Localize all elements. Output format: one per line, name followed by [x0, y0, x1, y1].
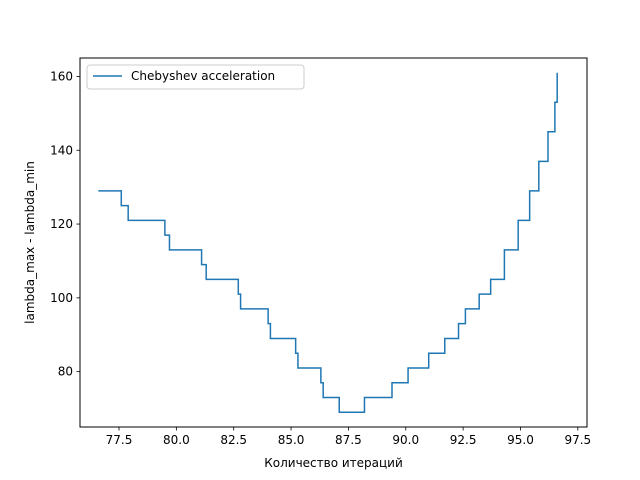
y-tick-label: 120 [50, 217, 73, 231]
y-tick-label: 80 [58, 365, 73, 379]
x-axis-label: Количество итераций [264, 456, 403, 470]
x-tick-label: 95.0 [507, 433, 534, 447]
x-tick-label: 97.5 [564, 433, 591, 447]
x-tick-label: 90.0 [392, 433, 419, 447]
x-tick-label: 87.5 [335, 433, 362, 447]
legend-label-chebyshev: Chebyshev acceleration [131, 69, 275, 83]
x-tick-label: 80.0 [163, 433, 190, 447]
series-line-0 [98, 72, 558, 413]
plot-area [98, 72, 558, 413]
x-tick-label: 82.5 [220, 433, 247, 447]
legend-box [86, 64, 305, 90]
x-tick-label: 92.5 [450, 433, 477, 447]
axis-ticks: 77.5 80.0 82.5 85.0 87.5 90.0 92.5 95.0 97.5 80 10… [50, 69, 591, 447]
x-tick-label: 77.5 [106, 433, 133, 447]
y-tick-label: 140 [50, 143, 73, 157]
y-tick-label: 160 [50, 69, 73, 83]
x-tick-label: 85.0 [278, 433, 305, 447]
y-tick-label: 100 [50, 291, 73, 305]
plot-frame [79, 57, 588, 428]
legend: Chebyshev acceleration [86, 64, 305, 90]
y-axis-label: lambda_max - lambda_min [23, 161, 37, 324]
